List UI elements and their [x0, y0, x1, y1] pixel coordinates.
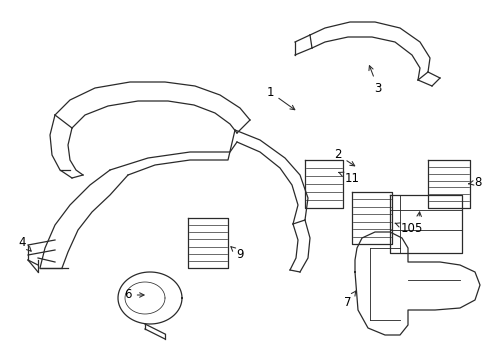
- Text: 10: 10: [395, 221, 416, 234]
- Text: 4: 4: [18, 235, 31, 251]
- Text: 8: 8: [468, 175, 482, 189]
- Text: 5: 5: [415, 212, 422, 234]
- Text: 7: 7: [344, 291, 356, 309]
- Text: 1: 1: [266, 85, 295, 110]
- Text: 6: 6: [124, 288, 144, 302]
- Text: 9: 9: [231, 247, 244, 261]
- Text: 11: 11: [339, 171, 360, 184]
- Text: 3: 3: [369, 66, 382, 94]
- Text: 2: 2: [334, 148, 355, 166]
